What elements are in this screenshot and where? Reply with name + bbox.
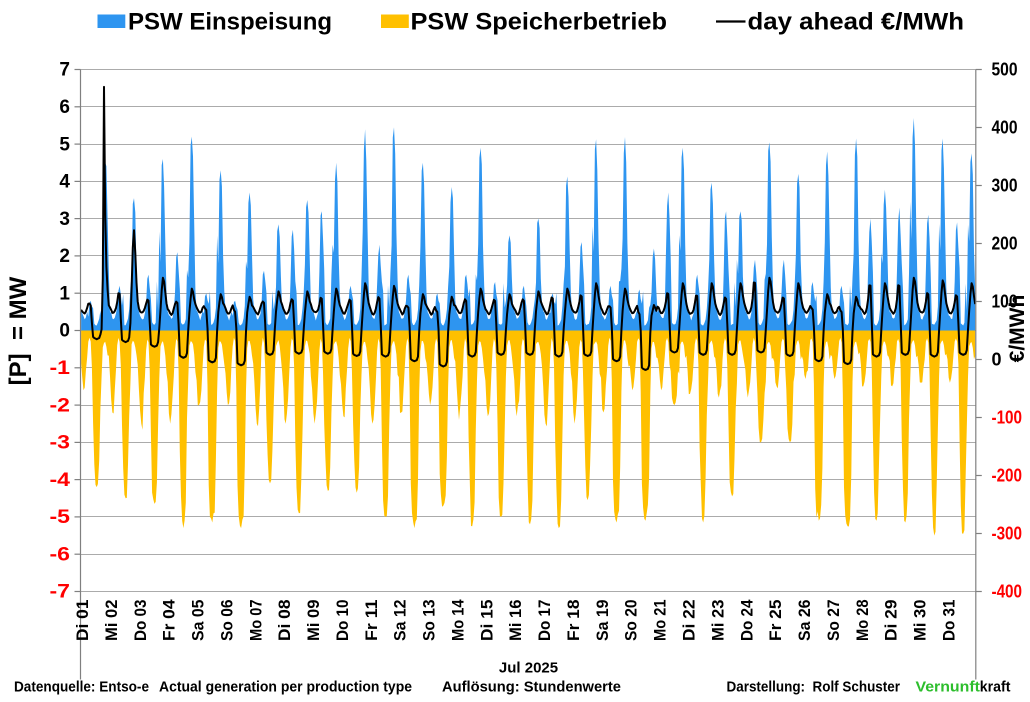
svg-text:Mi 16: Mi 16	[506, 600, 525, 642]
svg-text:So 13: So 13	[420, 600, 439, 642]
svg-text:-2: -2	[50, 395, 71, 416]
svg-text:Do 31: Do 31	[939, 600, 958, 642]
svg-text:So 06: So 06	[217, 600, 236, 642]
svg-text:2: 2	[59, 246, 70, 267]
svg-text:7: 7	[59, 60, 70, 81]
svg-text:Do 17: Do 17	[535, 600, 554, 642]
svg-text:Vernunft: Vernunft	[916, 679, 980, 696]
svg-text:1: 1	[59, 283, 70, 304]
svg-text:Do 03: Do 03	[131, 600, 150, 642]
svg-text:So 27: So 27	[824, 600, 843, 642]
svg-text:-1: -1	[50, 358, 71, 379]
svg-text:Do 10: Do 10	[333, 600, 352, 642]
svg-text:Fr 04: Fr 04	[160, 599, 179, 641]
svg-text:Fr 25: Fr 25	[766, 600, 785, 642]
svg-text:Mo 28: Mo 28	[853, 600, 872, 642]
svg-text:So 20: So 20	[622, 600, 641, 642]
svg-text:Sa 05: Sa 05	[189, 600, 208, 642]
svg-text:6: 6	[59, 97, 70, 118]
svg-text:Di 15: Di 15	[477, 600, 496, 642]
svg-text:-5: -5	[50, 507, 71, 528]
svg-text:€/MWh: €/MWh	[1006, 295, 1029, 363]
svg-text:Actual generation per producti: Actual generation per production type	[159, 679, 412, 696]
svg-text:0: 0	[992, 350, 1002, 370]
svg-text:PSW Speicherbetrieb: PSW Speicherbetrieb	[411, 9, 668, 36]
svg-text:400: 400	[992, 118, 1018, 138]
svg-text:Fr 18: Fr 18	[564, 600, 583, 642]
svg-text:-4: -4	[50, 470, 71, 491]
svg-text:Di 08: Di 08	[275, 600, 294, 642]
svg-text:Sa 12: Sa 12	[391, 600, 410, 642]
svg-text:kraft: kraft	[980, 679, 1011, 696]
svg-text:Auflösung: Stundenwerte: Auflösung: Stundenwerte	[442, 679, 621, 696]
svg-text:[P] = MW: [P] = MW	[5, 276, 32, 385]
svg-text:Mo 07: Mo 07	[246, 600, 265, 642]
svg-text:Sa 26: Sa 26	[795, 600, 814, 642]
svg-text:Jul 2025: Jul 2025	[499, 660, 558, 677]
svg-text:Fr 11: Fr 11	[362, 600, 381, 642]
svg-text:Mi 02: Mi 02	[102, 600, 121, 642]
svg-text:Sa 19: Sa 19	[593, 600, 612, 642]
svg-text:-7: -7	[50, 582, 71, 603]
svg-text:Di 22: Di 22	[680, 600, 699, 642]
svg-text:300: 300	[992, 176, 1018, 196]
svg-text:5: 5	[59, 134, 70, 155]
svg-text:-3: -3	[50, 433, 71, 454]
svg-text:200: 200	[992, 234, 1018, 254]
svg-text:-300: -300	[992, 524, 1023, 544]
svg-text:PSW Einspeisung: PSW Einspeisung	[128, 9, 332, 36]
svg-text:-200: -200	[992, 466, 1023, 486]
svg-text:day ahead €/MWh: day ahead €/MWh	[748, 9, 965, 36]
svg-text:100: 100	[992, 292, 1018, 312]
svg-text:-400: -400	[992, 582, 1023, 602]
svg-text:-100: -100	[992, 408, 1023, 428]
svg-text:Di 29: Di 29	[882, 600, 901, 642]
svg-text:0: 0	[59, 321, 70, 342]
svg-text:500: 500	[992, 60, 1018, 80]
svg-text:Mo 14: Mo 14	[448, 599, 467, 641]
svg-text:Di 01: Di 01	[73, 600, 92, 642]
svg-text:Datenquelle: Entso-e: Datenquelle: Entso-e	[14, 679, 149, 696]
svg-text:Do 24: Do 24	[737, 599, 756, 641]
svg-text:Darstellung: Rolf Schuster: Darstellung: Rolf Schuster	[727, 679, 901, 696]
svg-text:3: 3	[59, 209, 70, 230]
svg-text:Mi 23: Mi 23	[708, 600, 727, 642]
svg-text:-6: -6	[50, 544, 71, 565]
svg-text:Mi 09: Mi 09	[304, 600, 323, 642]
svg-text:Mi 30: Mi 30	[911, 600, 930, 642]
svg-text:Mo 21: Mo 21	[651, 600, 670, 642]
svg-text:4: 4	[59, 172, 70, 193]
